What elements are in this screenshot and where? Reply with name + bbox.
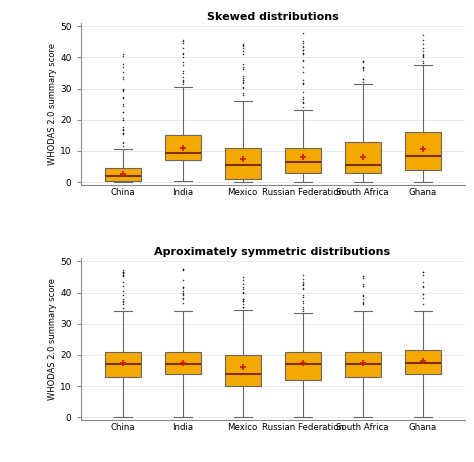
PathPatch shape (164, 135, 201, 160)
PathPatch shape (404, 132, 440, 170)
PathPatch shape (345, 142, 381, 173)
Title: Aproximately symmetric distributions: Aproximately symmetric distributions (155, 248, 391, 257)
PathPatch shape (105, 352, 141, 377)
Y-axis label: WHODAS 2.0 summary score: WHODAS 2.0 summary score (48, 43, 57, 165)
Y-axis label: WHODAS 2.0 summary score: WHODAS 2.0 summary score (48, 278, 57, 401)
PathPatch shape (345, 352, 381, 377)
PathPatch shape (404, 350, 440, 374)
PathPatch shape (225, 148, 261, 179)
PathPatch shape (164, 352, 201, 374)
PathPatch shape (105, 168, 141, 181)
Title: Skewed distributions: Skewed distributions (207, 12, 338, 22)
PathPatch shape (284, 148, 320, 173)
PathPatch shape (284, 352, 320, 380)
PathPatch shape (225, 355, 261, 386)
